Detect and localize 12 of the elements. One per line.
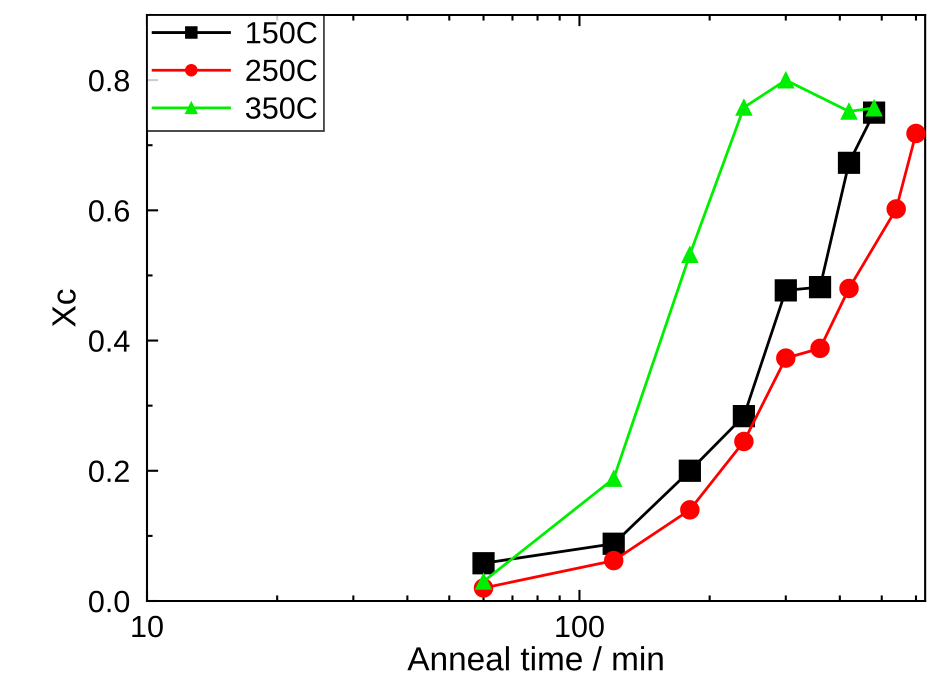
y-tick-label: 0.0	[89, 590, 130, 612]
y-tick-label: 0.4	[89, 330, 130, 352]
legend-label: 350C	[246, 97, 317, 119]
x-axis-title: Anneal time / min	[407, 646, 663, 671]
x-tick-label: 10	[132, 616, 163, 638]
x-tick-label: 100	[556, 616, 604, 638]
legend-label: 250C	[246, 60, 317, 82]
legend-label: 150C	[247, 22, 317, 44]
y-tick-label: 0.8	[89, 70, 130, 92]
y-tick-label: 0.6	[89, 200, 129, 222]
y-tick-label: 0.2	[89, 460, 129, 482]
y-axis-title: Xc	[52, 289, 76, 327]
